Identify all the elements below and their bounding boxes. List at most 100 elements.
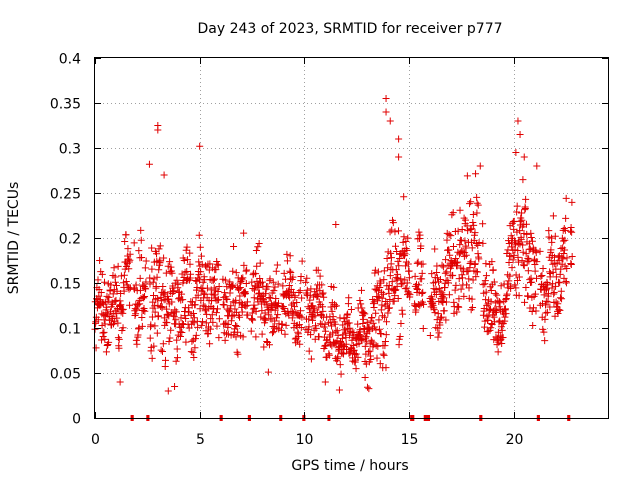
data-point [430,306,438,314]
data-point [568,198,576,206]
data-point [279,282,287,290]
data-point [474,250,482,258]
data-point [112,296,120,304]
y-tick-label: 0.1 [59,322,81,338]
data-point [514,253,522,261]
data-point [141,284,149,292]
data-point [209,318,217,326]
data-point [559,237,567,245]
data-point [518,257,526,265]
data-point [213,305,221,313]
data-point [122,231,130,239]
data-point [387,254,395,262]
data-point [117,272,125,280]
data-point [383,318,391,326]
data-point [482,272,490,280]
data-point [481,323,489,331]
data-point [458,274,466,282]
data-point [559,255,567,263]
data-point [335,386,343,394]
data-point [496,299,504,307]
data-point [433,274,441,282]
data-point [130,239,138,247]
data-point [197,268,205,276]
data-point [461,216,469,224]
data-point [398,306,406,314]
data-point [513,208,521,216]
data-point [369,300,377,308]
data-point [182,315,190,323]
y-tick-label: 0.4 [59,52,81,68]
data-point [533,274,541,282]
data-point [510,251,518,259]
data-point [159,340,167,348]
data-point [308,316,316,324]
data-point [252,247,260,255]
data-point [160,171,168,179]
data-point [124,245,132,253]
data-point [132,310,140,318]
data-point [191,301,199,309]
data-point [103,292,111,300]
data-point [196,305,204,313]
data-point [170,312,178,320]
data-point [331,303,339,311]
data-point [313,285,321,293]
plot-frame [94,57,609,419]
data-point [400,233,408,241]
data-point [206,340,214,348]
data-point [445,246,453,254]
data-point [561,246,569,254]
data-point [201,307,209,315]
data-point [273,314,281,322]
data-point [482,260,490,268]
data-point [538,272,546,280]
data-point [114,319,122,327]
data-point [174,280,182,288]
data-point [516,131,524,138]
data-point [469,219,477,227]
data-point [541,337,549,345]
x-tick-label: 15 [401,432,419,448]
data-point [295,333,303,341]
data-point [166,268,174,276]
data-point [198,321,206,329]
data-point [251,286,259,294]
data-point [113,282,121,290]
data-point [229,267,237,275]
data-point [488,319,496,327]
data-point [163,305,171,313]
data-point [172,308,180,316]
data-point [296,340,304,348]
data-point [501,305,509,313]
data-point [369,319,377,327]
data-point [440,307,448,315]
data-point [435,329,443,337]
data-point [344,300,352,308]
data-point [333,326,341,334]
data-point [498,326,506,334]
data-point [255,284,263,292]
data-point [444,279,452,287]
data-point [541,315,549,323]
data-point [265,293,273,301]
data-point [460,214,468,222]
data-point [347,305,355,313]
data-point [272,294,280,302]
data-point [382,95,390,102]
data-point [297,324,305,332]
data-point [103,342,111,350]
data-point [533,258,541,266]
data-point [122,277,130,285]
data-point [375,325,383,333]
data-point [367,336,375,344]
data-point [524,292,532,300]
data-point [239,274,247,282]
data-point [356,326,364,334]
data-point [379,350,387,358]
data-point [556,270,564,278]
data-point [523,230,531,238]
data-point [94,276,102,284]
data-point [413,259,421,267]
data-point [138,322,146,330]
